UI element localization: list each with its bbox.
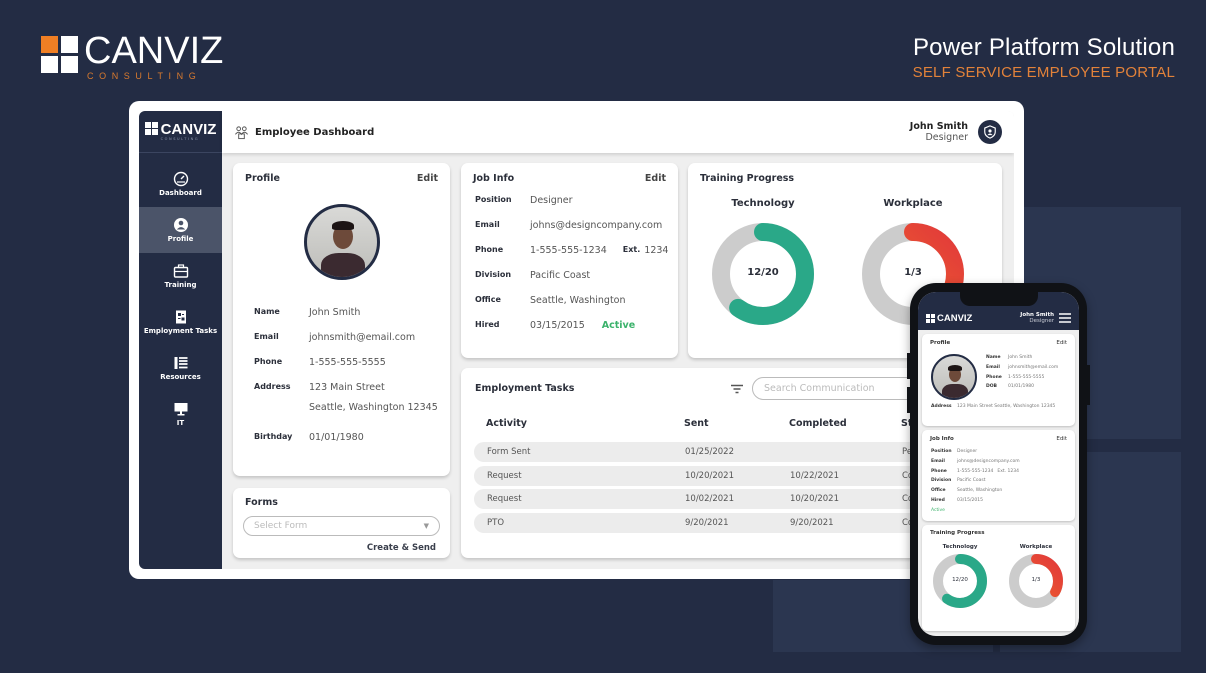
technology-progress: Technology 12/20 [688, 184, 838, 327]
phone-job-info-card: Job Info Edit Position Designer Email johns… [922, 430, 1075, 521]
user-info: John Smith Designer [910, 121, 968, 143]
phone-training-card: Training Progress Technology 12/20 Workp… [922, 525, 1075, 631]
table-row[interactable]: Request 10/02/2021 10/20/2021 Co [474, 489, 934, 509]
logo-grid-icon [926, 313, 936, 324]
hamburger-icon[interactable] [1059, 313, 1071, 323]
profile-card: Profile Edit Name John Smith Email johnsmi… [233, 163, 450, 476]
technology-donut-chart [712, 223, 814, 325]
card-title: Job Info [473, 173, 515, 184]
page-title: Employee Dashboard [255, 126, 375, 138]
sidebar-item-it[interactable]: IT [139, 391, 222, 437]
app-window: CANVIZ CONSULTING Dashboard Profile Trai… [139, 111, 1014, 569]
sidebar-item-employment-tasks[interactable]: Employment Tasks [139, 299, 222, 345]
job-info-card: Job Info Edit Position Designer Email john… [461, 163, 678, 358]
table-row[interactable]: Form Sent 01/25/2022 Pe [474, 442, 934, 462]
create-send-button[interactable]: Create & Send [366, 543, 436, 553]
table-row[interactable]: PTO 9/20/2021 9/20/2021 Co [474, 512, 934, 533]
user-circle-icon [173, 218, 188, 232]
profile-phone: 1-555-555-5555 [309, 357, 386, 368]
profile-birthday: 01/01/1980 [309, 432, 364, 443]
phone-screen: CANVIZ John Smith Designer Profile Edit N… [918, 292, 1079, 636]
briefcase-icon [173, 264, 188, 278]
edit-profile-button[interactable]: Edit [416, 173, 438, 184]
user-role: Designer [925, 132, 968, 143]
speedometer-icon [173, 171, 188, 187]
main-content: Employee Dashboard John Smith Designer P… [222, 111, 1014, 569]
sidebar-item-training[interactable]: Training [139, 253, 222, 299]
card-title: Profile [245, 173, 280, 184]
phone-notch [960, 292, 1038, 306]
profile-address: 123 Main Street Seattle, Washington 12345 [309, 382, 438, 413]
status-badge: Active [601, 320, 636, 331]
user-avatar-button[interactable] [978, 120, 1002, 144]
headline: Power Platform Solution SELF SERVICE EMP… [913, 34, 1175, 81]
headline-subtitle: SELF SERVICE EMPLOYEE PORTAL [912, 64, 1175, 81]
sidebar-item-dashboard[interactable]: Dashboard [139, 161, 222, 207]
shield-user-icon [984, 125, 996, 139]
sidebar-item-resources[interactable]: Resources [139, 345, 222, 391]
brand-name: CANVIZ [84, 30, 224, 72]
phone-mockup: CANVIZ John Smith Designer Profile Edit N… [907, 283, 1090, 645]
sidebar: CANVIZ CONSULTING Dashboard Profile Trai… [139, 111, 222, 569]
headline-title: Power Platform Solution [912, 34, 1175, 61]
profile-name: John Smith [309, 307, 361, 318]
card-title: Employment Tasks [475, 383, 575, 394]
card-title: Training Progress [700, 173, 795, 184]
document-icon [175, 310, 186, 324]
select-form-dropdown[interactable]: Select Form ▼ [243, 516, 440, 536]
logo-grid-icon [41, 36, 79, 74]
table-row[interactable]: Request 10/20/2021 10/22/2021 Co [474, 465, 934, 486]
table-header: Activity Sent Completed St [486, 418, 913, 429]
phone-workplace-progress: Workplace 1/3 [998, 544, 1074, 609]
status-badge: Active [931, 507, 945, 513]
brand-tagline: CONSULTING [87, 71, 202, 81]
phone-edit-profile-button[interactable]: Edit [1056, 340, 1067, 346]
forms-card: Forms Select Form ▼ Create & Send [233, 488, 450, 558]
filter-icon[interactable] [730, 384, 744, 394]
avatar [303, 204, 380, 280]
edit-job-info-button[interactable]: Edit [644, 173, 666, 184]
desktop-mockup: CANVIZ CONSULTING Dashboard Profile Trai… [129, 101, 1024, 579]
avatar [931, 354, 977, 400]
card-title: Forms [245, 497, 278, 508]
workplace-donut-chart [1009, 554, 1063, 608]
user-name: John Smith [909, 121, 968, 132]
chevron-down-icon: ▼ [423, 522, 429, 530]
phone-edit-job-button[interactable]: Edit [1056, 436, 1067, 442]
list-icon [174, 357, 187, 369]
sidebar-item-profile[interactable]: Profile [139, 207, 222, 253]
phone-technology-progress: Technology 12/20 [922, 544, 998, 609]
sidebar-logo[interactable]: CANVIZ CONSULTING [139, 111, 222, 153]
top-bar: Employee Dashboard John Smith Designer [222, 111, 1014, 153]
monitor-icon [174, 403, 187, 416]
profile-email: johnsmith@email.com [309, 332, 416, 343]
logo-grid-icon [144, 122, 159, 136]
brand-logo: CANVIZ CONSULTING [41, 30, 224, 81]
people-icon [235, 125, 248, 139]
technology-donut-chart [933, 554, 987, 608]
phone-profile-card: Profile Edit Name John Smith Email johnsmit… [922, 334, 1075, 426]
